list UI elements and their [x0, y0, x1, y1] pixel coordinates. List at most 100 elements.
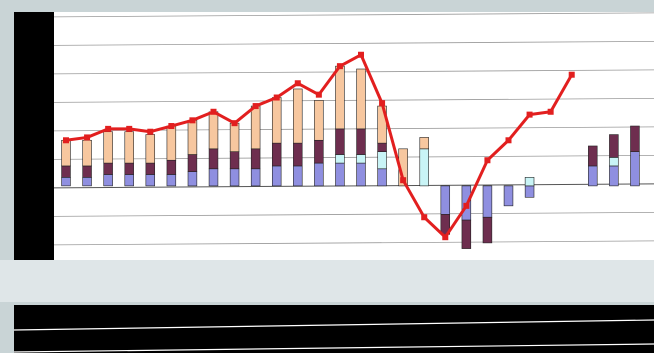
bar-segment — [229, 151, 240, 170]
bar-segment — [419, 148, 429, 187]
bar-segment — [187, 154, 198, 172]
bar-segment — [103, 131, 113, 164]
bar-segment — [482, 185, 493, 218]
line-point — [84, 134, 91, 141]
bar-segment — [293, 165, 303, 187]
bar-segment — [314, 162, 324, 187]
bar-segment — [187, 120, 198, 155]
line-layer — [63, 51, 575, 241]
bar-segment — [314, 100, 324, 141]
line-point — [189, 117, 196, 124]
gridline — [53, 240, 654, 246]
bar-segment — [314, 139, 324, 164]
line-point — [315, 91, 322, 98]
bar-segment — [250, 148, 261, 170]
line-point — [231, 120, 238, 127]
bar-segment — [229, 122, 240, 152]
line-point — [421, 214, 428, 221]
line-point — [484, 157, 491, 164]
bar-segment — [166, 159, 177, 175]
line-point — [294, 80, 301, 87]
bar-segment — [124, 131, 134, 164]
bar-segment — [524, 177, 535, 187]
left-axis-strip — [14, 12, 54, 260]
bar-segment — [250, 168, 261, 187]
bar-segment — [335, 128, 345, 155]
line-point — [168, 123, 175, 130]
line-point — [463, 202, 470, 209]
bar-segment — [356, 154, 366, 164]
footer-line — [13, 343, 654, 353]
bar-segment — [61, 177, 71, 187]
line-point — [63, 137, 69, 144]
bars-layer — [61, 65, 640, 249]
bar-segment — [503, 185, 514, 207]
bar-segment — [61, 165, 71, 178]
bar-segment — [609, 165, 619, 187]
line-point — [442, 234, 449, 241]
line-point — [336, 63, 343, 70]
bar-segment — [82, 177, 92, 187]
zero-axis-line — [53, 183, 654, 189]
gridline — [53, 211, 654, 217]
bar-segment — [335, 65, 345, 130]
footer-line — [13, 319, 654, 331]
bar-segment — [271, 165, 282, 187]
bar-segment — [250, 105, 261, 150]
line-point — [273, 94, 280, 101]
bar-segment — [82, 165, 92, 178]
bar-segment — [145, 174, 156, 187]
gridline — [53, 40, 654, 46]
bar-segment — [145, 134, 156, 164]
bar-segment — [208, 148, 219, 170]
bar-segment — [271, 97, 282, 144]
bar-segment — [293, 88, 303, 144]
bar-segment — [208, 111, 219, 150]
bar-segment — [293, 142, 303, 167]
gridline — [53, 12, 654, 18]
bar-segment — [335, 154, 345, 164]
bar-segment — [166, 174, 177, 187]
bar-segment — [588, 145, 598, 167]
bar-segment — [82, 139, 92, 167]
bar-segment — [356, 162, 366, 187]
bar-segment — [103, 174, 113, 187]
bar-segment — [588, 165, 598, 187]
line-point — [252, 103, 259, 110]
bar-segment — [208, 168, 219, 187]
line-point — [547, 108, 554, 115]
bar-segment — [419, 137, 429, 150]
line-point — [505, 137, 512, 144]
line-point — [126, 125, 133, 132]
line-point — [105, 125, 112, 132]
bar-segment — [377, 168, 387, 187]
bar-segment — [524, 185, 535, 198]
plot-area — [54, 12, 654, 260]
gridline — [53, 97, 654, 103]
bar-segment — [124, 174, 134, 187]
bar-segment — [630, 125, 640, 152]
bar-segment — [482, 216, 493, 244]
bar-segment — [377, 151, 387, 170]
bar-segment — [229, 168, 240, 187]
x-tick-band — [0, 260, 654, 302]
bar-segment — [440, 185, 451, 215]
gridline — [53, 69, 654, 75]
line-point — [568, 71, 575, 78]
bar-segment — [61, 139, 71, 167]
bar-segment — [187, 171, 198, 187]
line-point — [358, 51, 364, 58]
bar-segment — [145, 162, 156, 175]
bar-segment — [356, 68, 366, 130]
bar-segment — [271, 142, 282, 167]
bar-segment — [630, 151, 640, 187]
bar-segment — [124, 162, 134, 175]
bar-segment — [103, 162, 113, 175]
bar-segment — [335, 162, 345, 187]
bar-segment — [461, 219, 472, 249]
bar-segment — [356, 128, 366, 155]
bar-segment — [377, 142, 387, 152]
line-point — [526, 111, 533, 118]
bar-segment — [609, 157, 619, 167]
